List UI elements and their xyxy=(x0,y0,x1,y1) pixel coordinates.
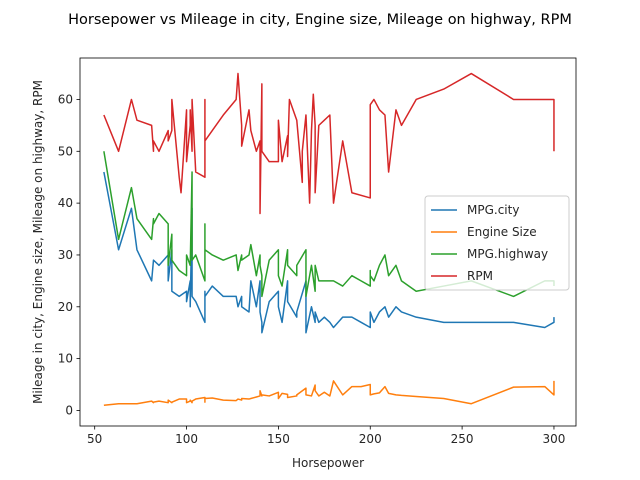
series-line-mpg-highway xyxy=(103,151,555,298)
y-tick-label: 0 xyxy=(65,403,73,417)
y-tick-label: 60 xyxy=(58,92,73,106)
plot-frame xyxy=(79,57,577,427)
series-line-mpg-city xyxy=(103,171,555,334)
x-axis: 50 100 150 200 250 300 xyxy=(87,426,565,446)
series-line-rpm xyxy=(103,72,555,215)
x-tick-label: 150 xyxy=(267,432,290,446)
legend-label: MPG.city xyxy=(467,203,519,217)
y-tick-label: 40 xyxy=(58,196,73,210)
x-axis-label: Horsepower xyxy=(292,456,364,470)
legend-label: RPM xyxy=(467,269,493,283)
x-tick-label: 100 xyxy=(175,432,198,446)
legend-box xyxy=(424,195,570,291)
legend-label: MPG.highway xyxy=(467,247,548,261)
y-tick-label: 50 xyxy=(58,144,73,158)
y-tick-label: 20 xyxy=(58,300,73,314)
series-line-engine-size xyxy=(103,380,555,407)
x-tick-label: 200 xyxy=(359,432,382,446)
chart-title: Horsepower vs Mileage in city, Engine si… xyxy=(68,12,572,28)
x-tick-label: 50 xyxy=(87,432,102,446)
x-tick-label: 250 xyxy=(451,432,474,446)
x-tick-label: 300 xyxy=(543,432,566,446)
y-tick-label: 30 xyxy=(58,248,73,262)
legend-label: Engine Size xyxy=(467,225,537,239)
plot-area xyxy=(79,57,577,427)
y-tick-label: 10 xyxy=(58,352,73,366)
legend: MPG.city Engine Size MPG.highway RPM xyxy=(424,195,570,291)
y-axis: 0 10 20 30 40 50 60 xyxy=(58,92,80,417)
y-axis-label: Mileage in city, Engine size, Mileage on… xyxy=(31,80,45,404)
